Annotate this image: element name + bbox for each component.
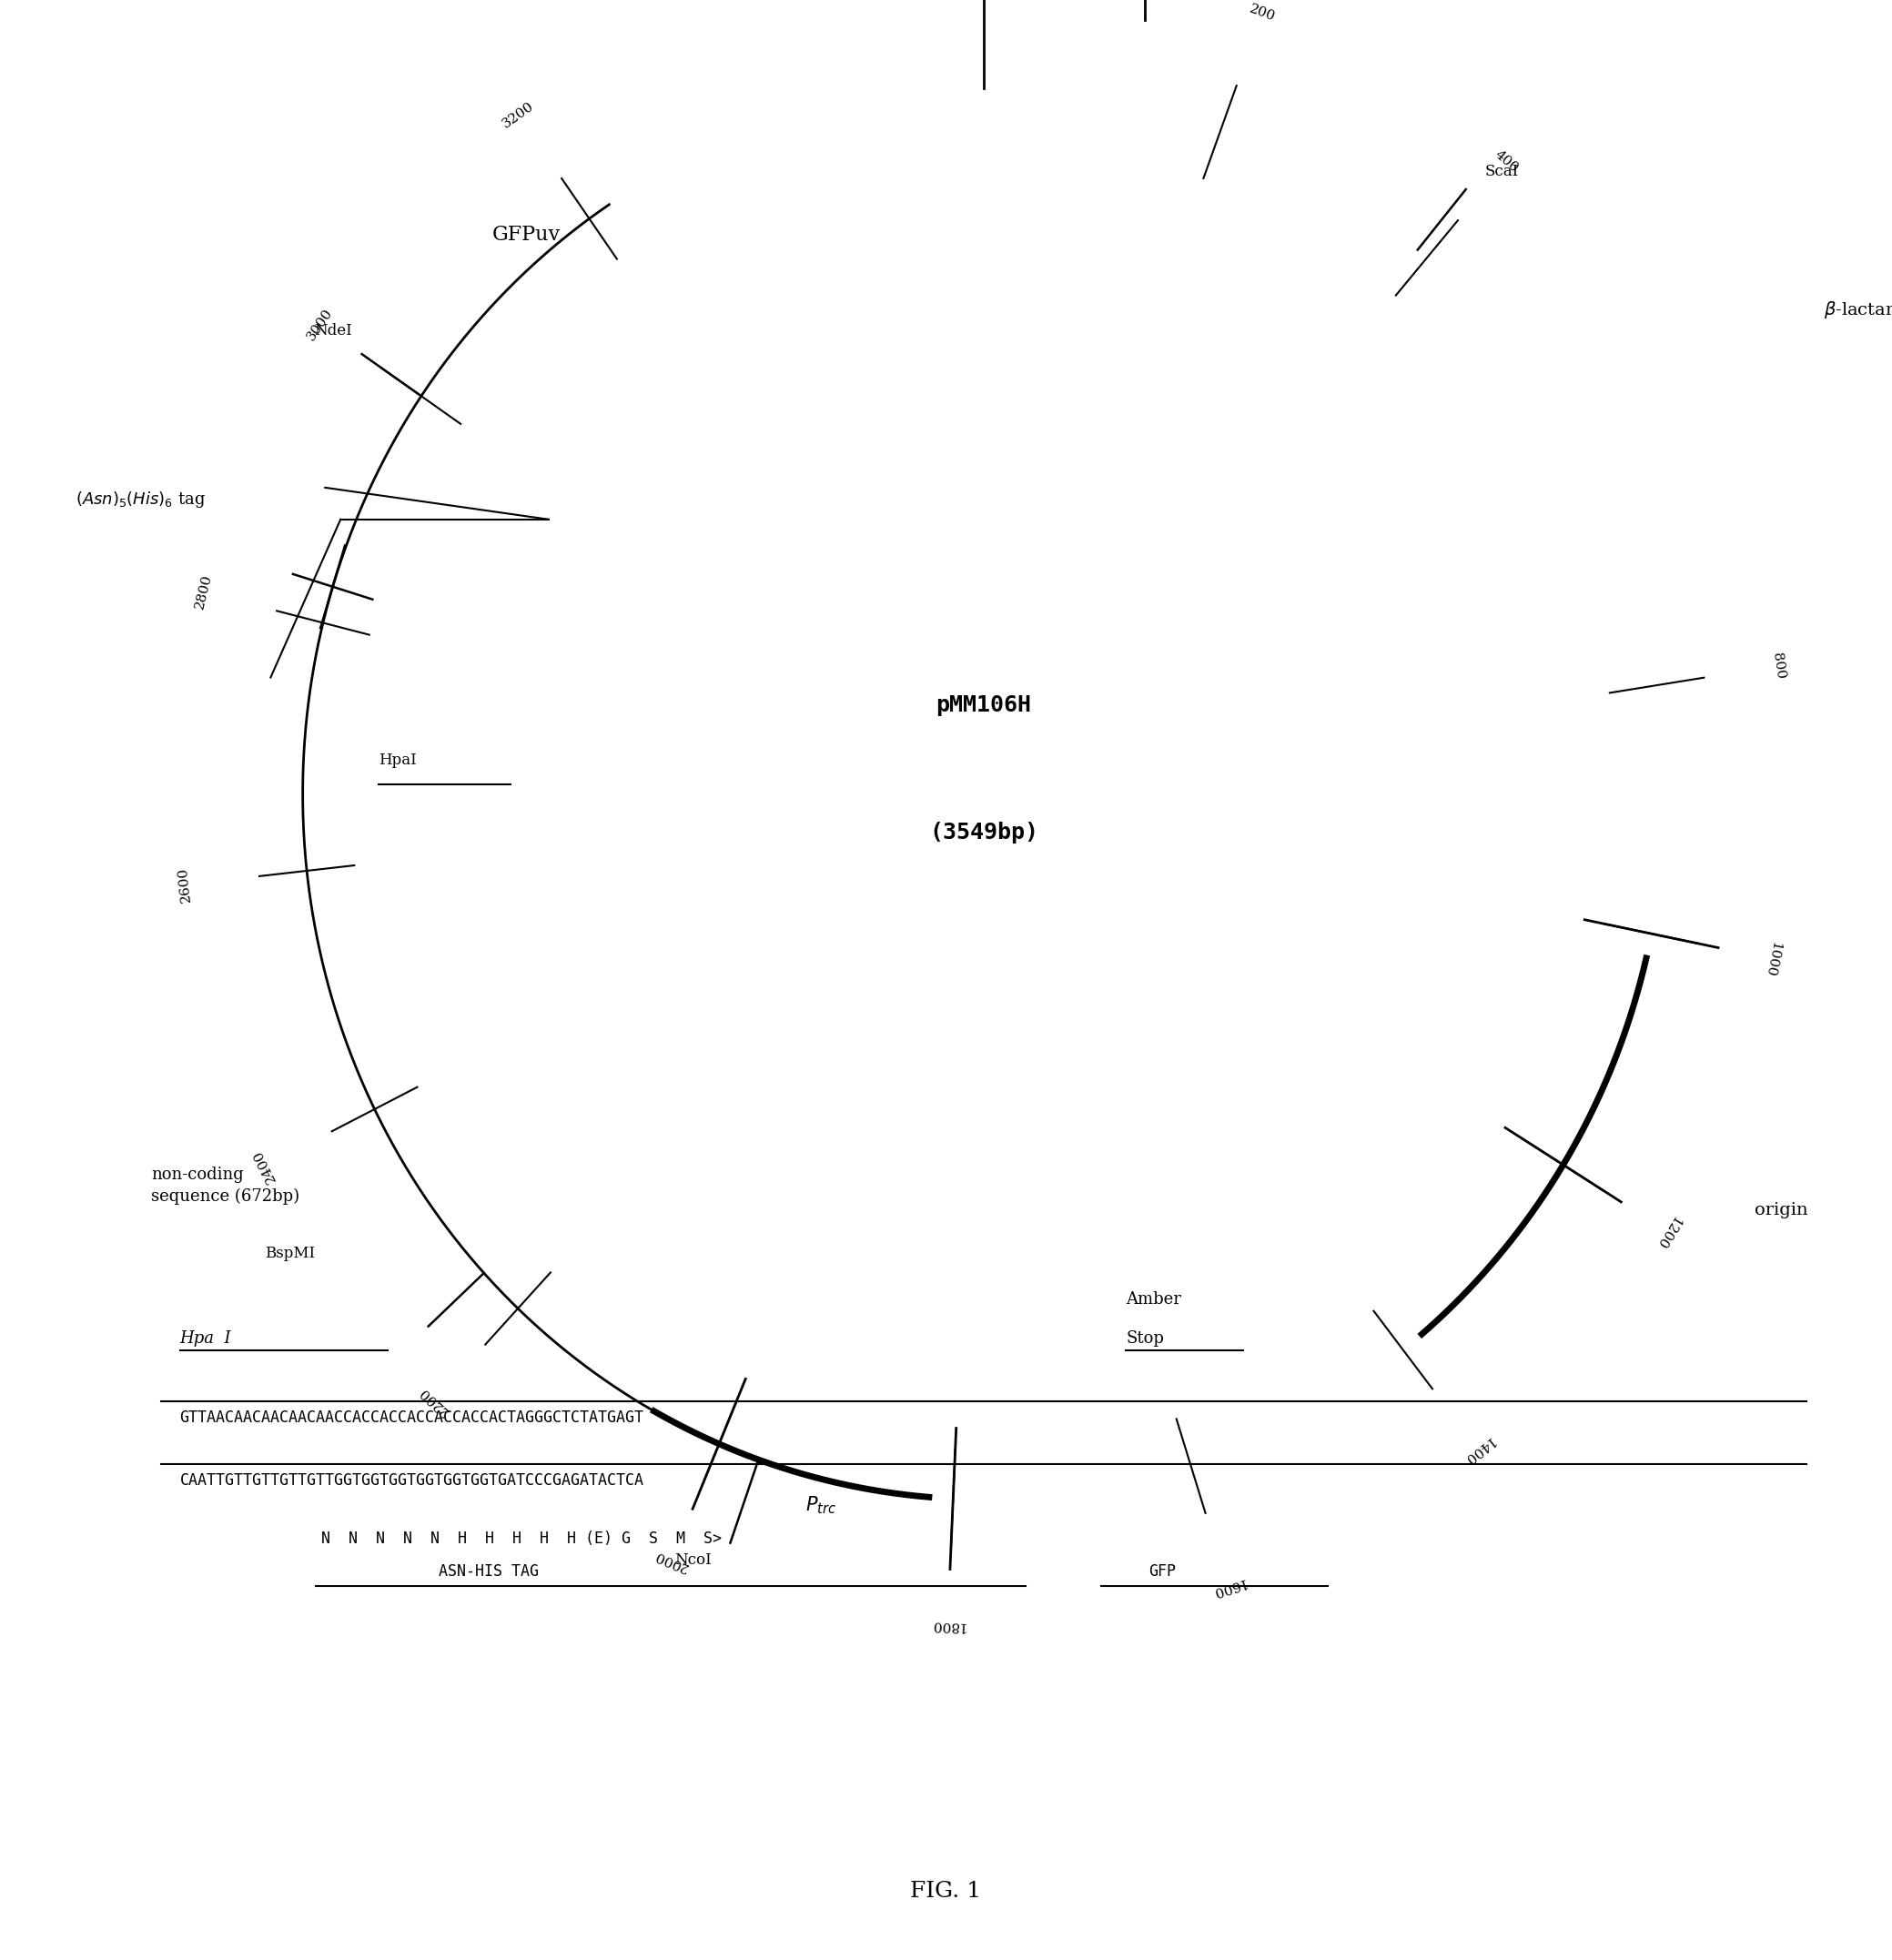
Text: CAATTGTTGTTGTTGTTGGTGGTGGTGGTGGTGGTGATCCCGAGATACTCA: CAATTGTTGTTGTTGTTGGTGGTGGTGGTGGTGGTGATCC…	[180, 1472, 643, 1488]
Text: 1600: 1600	[1209, 1576, 1247, 1599]
Text: FIG. 1: FIG. 1	[910, 1882, 982, 1901]
Text: non-coding
sequence (672bp): non-coding sequence (672bp)	[151, 1166, 299, 1205]
Text: $(Asn)_5(His)_6$ tag: $(Asn)_5(His)_6$ tag	[76, 490, 206, 510]
Text: 1800: 1800	[929, 1619, 965, 1633]
Text: NcoI: NcoI	[674, 1552, 711, 1568]
Text: BspMI: BspMI	[265, 1247, 316, 1260]
Text: N  N  N  N  N  H  H  H  H  H (E) G  S  M  S>: N N N N N H H H H H (E) G S M S>	[322, 1531, 723, 1546]
Text: 1400: 1400	[1461, 1435, 1497, 1466]
Text: NdeI: NdeI	[314, 323, 352, 339]
Text: 2400: 2400	[252, 1147, 278, 1184]
Text: ScaI: ScaI	[1485, 165, 1519, 180]
Text: 3200: 3200	[499, 100, 535, 131]
Text: $P_{trc}$: $P_{trc}$	[806, 1495, 836, 1517]
Text: pMM106H: pMM106H	[937, 694, 1031, 717]
Text: 2000: 2000	[653, 1548, 691, 1574]
Text: 200: 200	[1249, 2, 1277, 24]
Text: 400: 400	[1493, 147, 1521, 174]
Text: GTTAACAACAACAACAACCACCACCACCACCACCACTAGGGCTCTATGAGT: GTTAACAACAACAACAACCACCACCACCACCACCACTAGG…	[180, 1409, 643, 1425]
Text: GFP: GFP	[1148, 1564, 1175, 1580]
Text: 2600: 2600	[176, 866, 193, 904]
Text: origin: origin	[1754, 1201, 1807, 1217]
Text: 3000: 3000	[305, 306, 335, 343]
Text: ASN-HIS TAG: ASN-HIS TAG	[439, 1564, 539, 1580]
Text: 800: 800	[1769, 651, 1786, 680]
Text: 2200: 2200	[416, 1384, 452, 1417]
Text: Hpa  I: Hpa I	[180, 1331, 231, 1347]
Text: (3549bp): (3549bp)	[929, 821, 1039, 845]
Text: 2800: 2800	[193, 574, 214, 612]
Text: $\beta$-lactamase: $\beta$-lactamase	[1824, 300, 1892, 319]
Text: Stop: Stop	[1126, 1331, 1164, 1347]
Text: Amber: Amber	[1126, 1292, 1181, 1307]
Text: GFPuv: GFPuv	[492, 225, 560, 245]
Text: HpaI: HpaI	[378, 753, 416, 768]
Text: 1200: 1200	[1654, 1213, 1682, 1250]
Text: 1000: 1000	[1761, 941, 1782, 978]
